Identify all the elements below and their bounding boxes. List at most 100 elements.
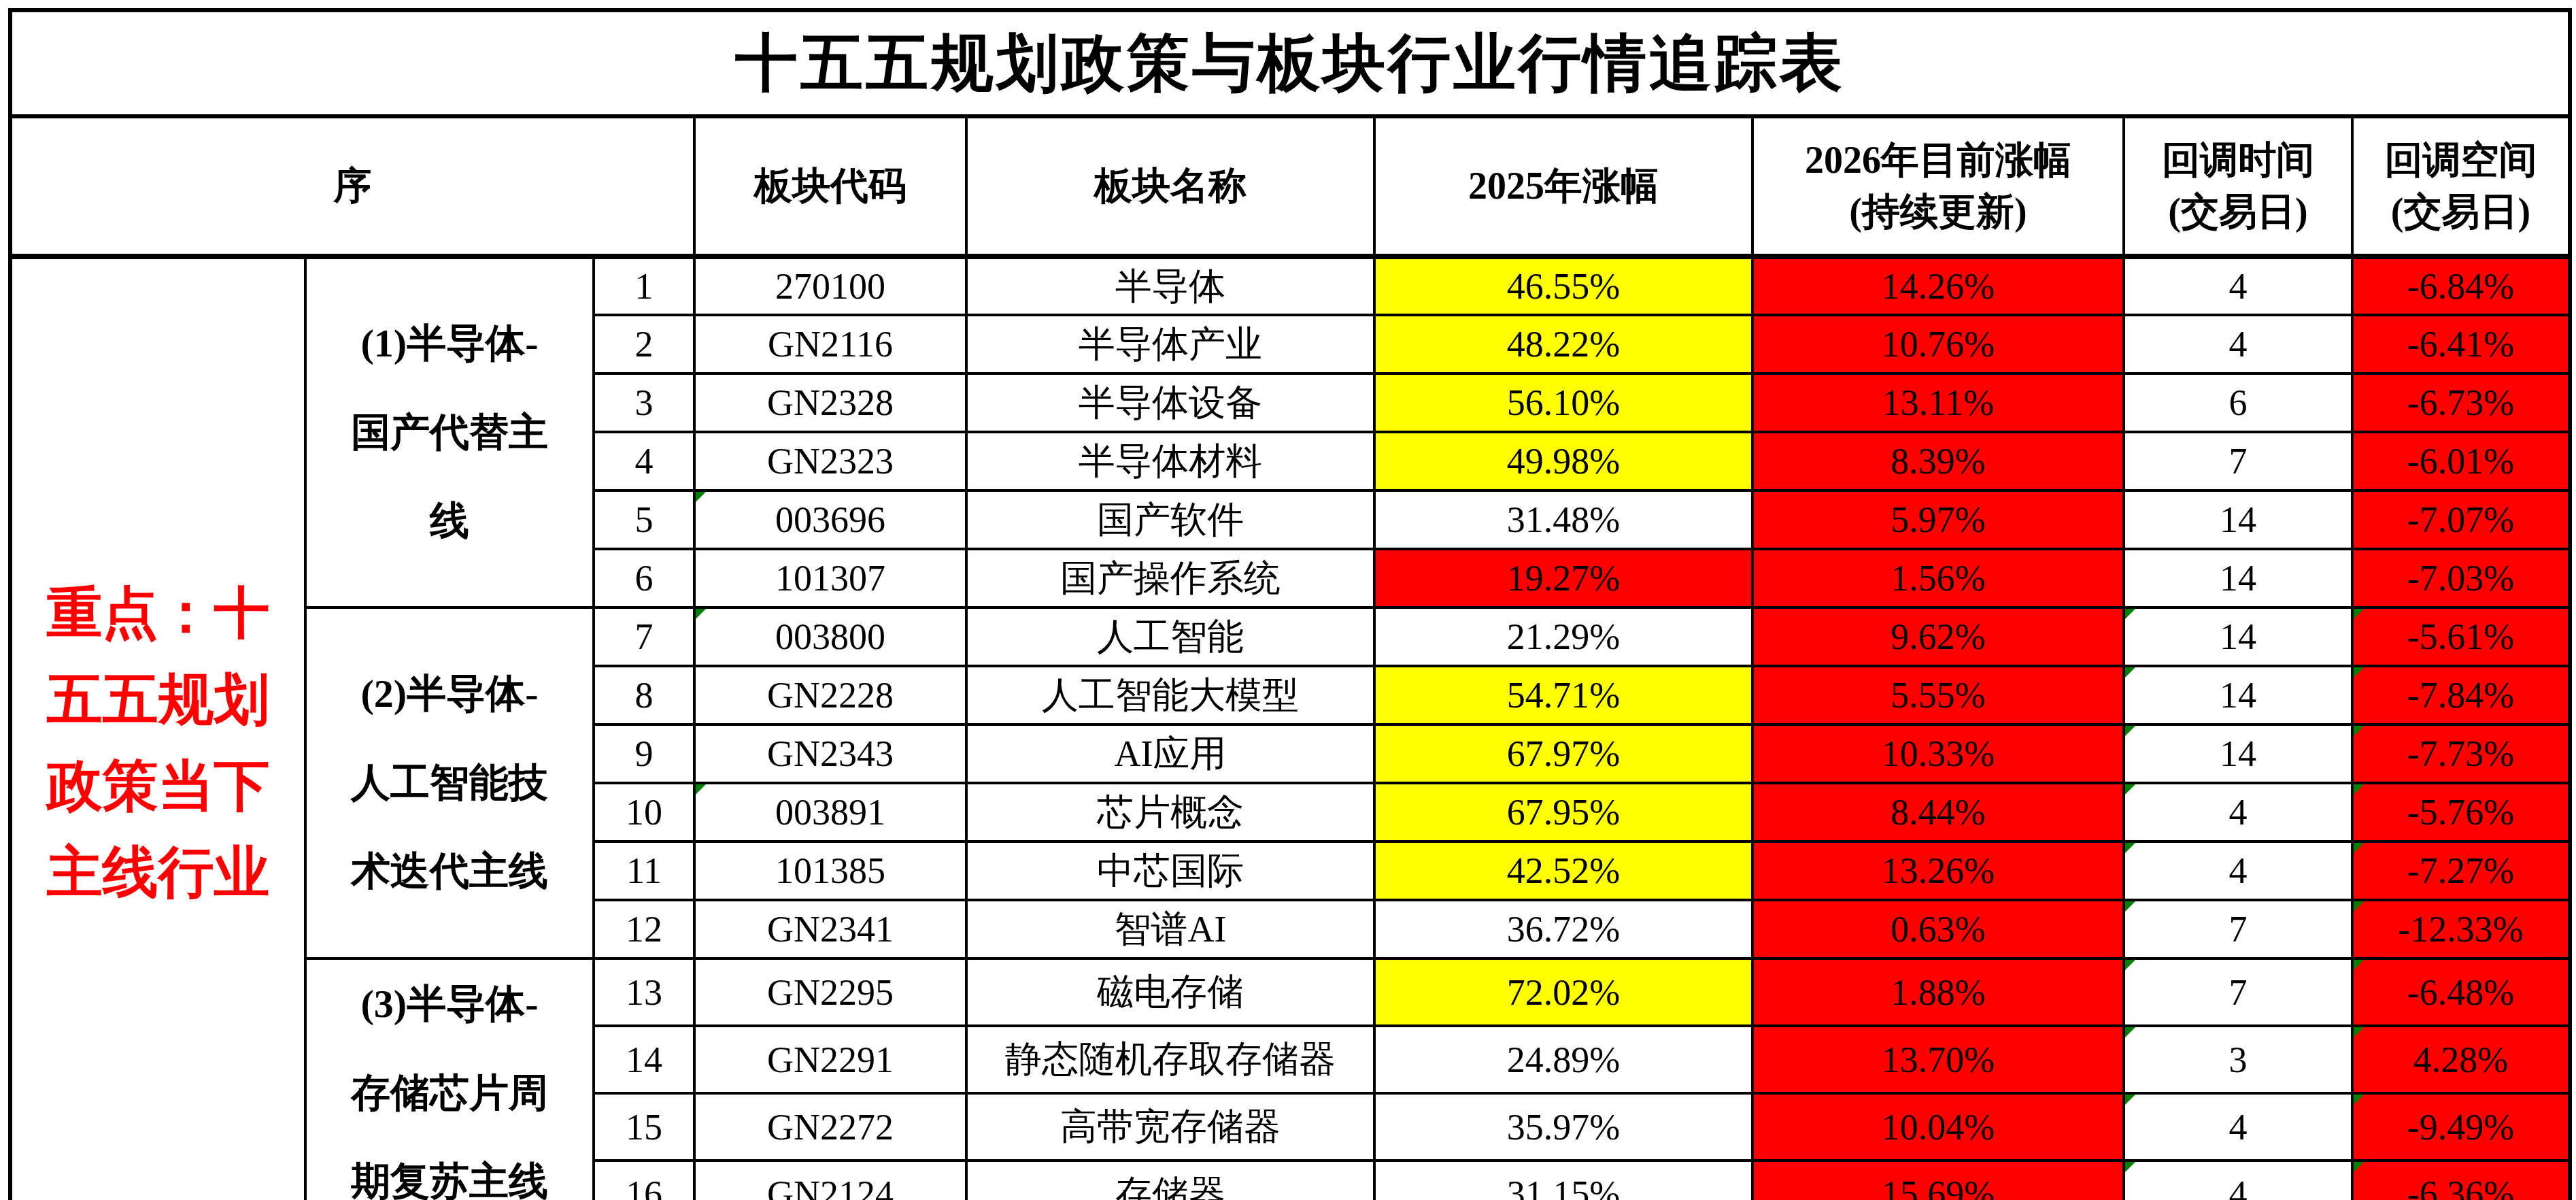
code-cell: GN2272: [694, 1093, 966, 1161]
pct-2026-cell: 10.33%: [1752, 724, 2124, 783]
code-cell: GN2341: [694, 900, 966, 959]
name-cell: 磁电存储: [966, 959, 1374, 1026]
header-row: 序 板块代码 板块名称 2025年涨幅 2026年目前涨幅 (持续更新) 回调时…: [10, 116, 2570, 256]
seq-cell: 1: [594, 256, 694, 315]
pullback-space-cell: -6.41%: [2352, 315, 2570, 373]
green-corner-icon: [696, 609, 706, 619]
name-cell: 人工智能: [966, 607, 1374, 666]
pullback-space-cell: -7.03%: [2352, 549, 2570, 607]
table-title: 十五五规划政策与板块行业行情追踪表: [10, 10, 2570, 116]
header-seq: 序: [10, 116, 694, 256]
seq-cell: 9: [594, 724, 694, 783]
code-cell: GN2323: [694, 432, 966, 490]
pct-2025-cell: 54.71%: [1374, 666, 1752, 724]
code-cell: GN2328: [694, 373, 966, 432]
code-cell: GN2295: [694, 959, 966, 1026]
code-cell: GN2343: [694, 724, 966, 783]
seq-cell: 4: [594, 432, 694, 490]
green-corner-icon: [2354, 1162, 2364, 1172]
pct-2026-cell: 0.63%: [1752, 900, 2124, 959]
green-corner-icon: [2354, 609, 2364, 619]
pullback-days-cell: 7: [2124, 959, 2352, 1026]
pullback-days-cell: 7: [2124, 432, 2352, 490]
pct-2025-cell: 49.98%: [1374, 432, 1752, 490]
seq-cell: 10: [594, 783, 694, 841]
green-corner-icon: [2125, 667, 2135, 678]
pullback-space-cell: 4.28%: [2352, 1026, 2570, 1093]
pct-2026-cell: 5.55%: [1752, 666, 2124, 724]
table-body: 重点：十 五五规划 政策当下 主线行业(1)半导体- 国产代替主 线127010…: [10, 256, 2570, 1200]
name-cell: 半导体材料: [966, 432, 1374, 490]
main-theme-label: 重点：十 五五规划 政策当下 主线行业: [10, 256, 305, 1200]
name-cell: 智谱AI: [966, 900, 1374, 959]
pct-2026-cell: 1.88%: [1752, 959, 2124, 1026]
code-cell: 003696: [694, 490, 966, 549]
seq-cell: 3: [594, 373, 694, 432]
green-corner-icon: [2354, 726, 2364, 736]
green-corner-icon: [2125, 726, 2135, 736]
pullback-space-cell: -7.07%: [2352, 490, 2570, 549]
pullback-space-cell: -12.33%: [2352, 900, 2570, 959]
pct-2026-cell: 8.44%: [1752, 783, 2124, 841]
green-corner-icon: [696, 784, 706, 795]
green-corner-icon: [2125, 901, 2135, 912]
pullback-days-cell: 3: [2124, 1026, 2352, 1093]
pct-2025-cell: 24.89%: [1374, 1026, 1752, 1093]
pullback-days-cell: 4: [2124, 256, 2352, 315]
pullback-space-cell: -7.73%: [2352, 724, 2570, 783]
seq-cell: 12: [594, 900, 694, 959]
title-row: 十五五规划政策与板块行业行情追踪表: [10, 10, 2570, 116]
pct-2025-cell: 19.27%: [1374, 549, 1752, 607]
green-corner-icon: [2125, 609, 2135, 619]
pct-2026-cell: 14.26%: [1752, 256, 2124, 315]
policy-sector-tracking-sheet: 十五五规划政策与板块行业行情追踪表 序 板块代码 板块名称 2025年涨幅 20…: [8, 8, 2572, 1200]
pullback-space-cell: -5.76%: [2352, 783, 2570, 841]
green-corner-icon: [2125, 1027, 2135, 1037]
pct-2025-cell: 48.22%: [1374, 315, 1752, 373]
code-cell: 101385: [694, 841, 966, 900]
table-row: (3)半导体- 存储芯片周 期复苏主线13GN2295磁电存储72.02%1.8…: [10, 959, 2570, 1026]
name-cell: 静态随机存取存储器: [966, 1026, 1374, 1093]
green-corner-icon: [2125, 1095, 2135, 1105]
pullback-days-cell: 14: [2124, 549, 2352, 607]
seq-cell: 5: [594, 490, 694, 549]
pullback-space-cell: -9.49%: [2352, 1093, 2570, 1161]
table-row: 重点：十 五五规划 政策当下 主线行业(1)半导体- 国产代替主 线127010…: [10, 256, 2570, 315]
pullback-space-cell: -7.27%: [2352, 841, 2570, 900]
seq-cell: 13: [594, 959, 694, 1026]
seq-cell: 6: [594, 549, 694, 607]
seq-cell: 2: [594, 315, 694, 373]
pct-2025-cell: 67.95%: [1374, 783, 1752, 841]
pullback-space-cell: -5.61%: [2352, 607, 2570, 666]
seq-cell: 16: [594, 1161, 694, 1200]
code-cell: GN2116: [694, 315, 966, 373]
pullback-days-cell: 4: [2124, 783, 2352, 841]
pullback-days-cell: 6: [2124, 373, 2352, 432]
green-corner-icon: [2354, 784, 2364, 795]
seq-cell: 7: [594, 607, 694, 666]
pct-2025-cell: 42.52%: [1374, 841, 1752, 900]
code-cell: GN2124: [694, 1161, 966, 1200]
header-pullback-space: 回调空间 (交易日): [2352, 116, 2570, 256]
green-corner-icon: [2354, 1027, 2364, 1037]
code-cell: 101307: [694, 549, 966, 607]
pct-2025-cell: 31.48%: [1374, 490, 1752, 549]
code-cell: GN2291: [694, 1026, 966, 1093]
green-corner-icon: [696, 492, 706, 502]
pullback-space-cell: -6.84%: [2352, 256, 2570, 315]
seq-cell: 8: [594, 666, 694, 724]
pct-2026-cell: 8.39%: [1752, 432, 2124, 490]
pullback-days-cell: 14: [2124, 490, 2352, 549]
name-cell: 芯片概念: [966, 783, 1374, 841]
pct-2026-cell: 15.69%: [1752, 1161, 2124, 1200]
green-corner-icon: [2125, 1162, 2135, 1172]
pct-2026-cell: 5.97%: [1752, 490, 2124, 549]
pullback-space-cell: -7.84%: [2352, 666, 2570, 724]
header-pct-2025: 2025年涨幅: [1374, 116, 1752, 256]
pullback-days-cell: 14: [2124, 607, 2352, 666]
pullback-space-cell: -6.36%: [2352, 1161, 2570, 1200]
name-cell: 中芯国际: [966, 841, 1374, 900]
green-corner-icon: [2354, 1095, 2364, 1105]
pct-2025-cell: 72.02%: [1374, 959, 1752, 1026]
pullback-days-cell: 7: [2124, 900, 2352, 959]
